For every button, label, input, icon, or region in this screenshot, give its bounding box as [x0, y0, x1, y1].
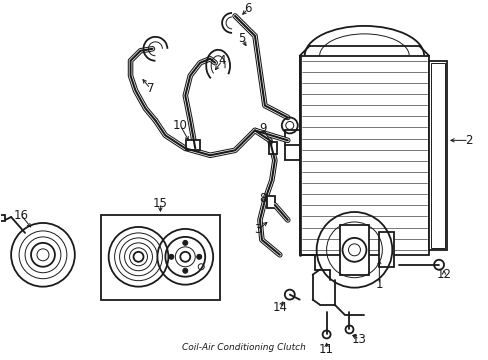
Text: 3: 3	[254, 224, 261, 237]
Text: 14: 14	[272, 301, 287, 314]
Bar	[428, 61, 446, 250]
Bar	[101, 215, 220, 300]
Text: 13: 13	[351, 333, 366, 346]
Text: 1: 1	[375, 278, 382, 291]
Text: 16: 16	[14, 208, 28, 221]
Circle shape	[196, 254, 201, 259]
Text: 15: 15	[153, 197, 167, 210]
Circle shape	[168, 254, 174, 259]
Text: 9: 9	[259, 122, 266, 135]
Bar	[430, 63, 444, 248]
Bar	[339, 225, 368, 275]
Text: 7: 7	[146, 82, 154, 95]
Text: 11: 11	[319, 343, 333, 356]
Text: 5: 5	[238, 32, 245, 45]
Text: 4: 4	[218, 54, 225, 67]
Text: 2: 2	[464, 134, 472, 147]
Text: 6: 6	[244, 3, 251, 15]
Bar	[0, 215, 5, 221]
Text: Coil-Air Conditioning Clutch: Coil-Air Conditioning Clutch	[182, 343, 305, 352]
Bar	[186, 140, 200, 150]
Circle shape	[183, 240, 187, 246]
Bar	[268, 142, 276, 154]
Circle shape	[183, 268, 187, 273]
Text: 12: 12	[436, 268, 450, 281]
Bar	[299, 56, 428, 255]
Text: 8: 8	[259, 192, 266, 204]
Bar	[266, 196, 274, 208]
Text: 10: 10	[173, 119, 187, 132]
Bar	[379, 232, 393, 267]
